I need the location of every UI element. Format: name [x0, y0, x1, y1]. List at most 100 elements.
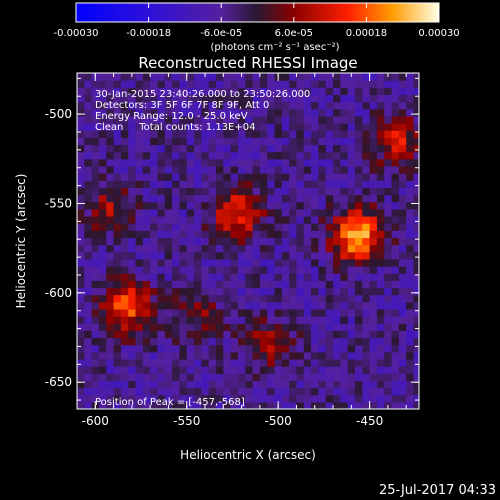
- heatmap-cell: [172, 358, 181, 367]
- heatmap-cell: [194, 80, 202, 88]
- heatmap-cell: [267, 287, 276, 296]
- heatmap-cell: [252, 144, 261, 153]
- heatmap-cell: [413, 201, 419, 210]
- heatmap-cell: [120, 308, 129, 317]
- heatmap-cell: [325, 123, 334, 131]
- heatmap-cell: [252, 287, 261, 296]
- heatmap-cell: [369, 366, 378, 374]
- heatmap-cell: [128, 158, 137, 167]
- heatmap-cell: [384, 394, 393, 403]
- heatmap-cell: [150, 151, 159, 160]
- heatmap-cell: [289, 358, 298, 367]
- heatmap-cell: [413, 230, 419, 239]
- heatmap-cell: [347, 308, 356, 317]
- heatmap-cell: [194, 323, 202, 331]
- heatmap-cell: [194, 73, 202, 81]
- heatmap-cell: [296, 323, 305, 331]
- heatmap-cell: [340, 180, 349, 188]
- heatmap-cell: [333, 144, 341, 153]
- heatmap-cell: [113, 158, 122, 167]
- heatmap-cell: [230, 280, 239, 289]
- heatmap-cell: [150, 165, 159, 174]
- heatmap-cell: [340, 273, 349, 281]
- y-tick-label: -550: [45, 196, 72, 210]
- heatmap-cell: [164, 80, 173, 88]
- heatmap-cell: [391, 158, 400, 167]
- heatmap-cell: [194, 366, 202, 374]
- heatmap-cell: [384, 373, 393, 382]
- heatmap-cell: [186, 344, 195, 353]
- heatmap-cell: [208, 151, 217, 160]
- heatmap-cell: [150, 108, 159, 117]
- heatmap-cell: [391, 73, 400, 81]
- heatmap-cell: [245, 251, 254, 260]
- heatmap-cell: [172, 401, 181, 409]
- heatmap-cell: [274, 337, 283, 346]
- colorbar-tick-label: -0.00030: [54, 28, 99, 39]
- heatmap-cell: [369, 344, 378, 353]
- heatmap-cell: [303, 258, 312, 267]
- heatmap-cell: [77, 337, 85, 346]
- heatmap-cell: [259, 215, 268, 224]
- heatmap-cell: [237, 94, 246, 103]
- heatmap-cell: [406, 87, 415, 96]
- heatmap-cell: [354, 144, 363, 153]
- heatmap-cell: [201, 394, 210, 403]
- heatmap-cell: [106, 123, 115, 131]
- heatmap-cell: [274, 266, 283, 274]
- heatmap-cell: [362, 201, 371, 210]
- heatmap-cell: [230, 401, 239, 409]
- heatmap-cell: [128, 358, 137, 367]
- heatmap-cell: [172, 73, 181, 81]
- heatmap-cell: [245, 308, 254, 317]
- heatmap-cell: [215, 373, 224, 382]
- heatmap-cell: [398, 266, 407, 274]
- heatmap-cell: [274, 237, 283, 246]
- heatmap-cell: [354, 101, 363, 110]
- heatmap-cell: [98, 251, 107, 260]
- heatmap-cell: [347, 380, 356, 389]
- heatmap-cell: [98, 94, 107, 103]
- heatmap-cell: [333, 316, 341, 324]
- heatmap-cell: [369, 337, 378, 346]
- heatmap-cell: [303, 73, 312, 81]
- heatmap-cell: [296, 80, 305, 88]
- plot-frame: [76, 72, 420, 410]
- heatmap-cell: [120, 123, 129, 131]
- heatmap-cell: [362, 80, 371, 88]
- heatmap-cell: [77, 115, 85, 124]
- heatmap-cell: [296, 258, 305, 267]
- heatmap-cell: [201, 266, 210, 274]
- heatmap-cell: [120, 258, 129, 267]
- heatmap-cell: [311, 380, 320, 389]
- heatmap-cell: [84, 401, 93, 409]
- heatmap-cell: [413, 287, 419, 296]
- heatmap-cell: [325, 344, 334, 353]
- heatmap-cell: [128, 180, 137, 188]
- heatmap-cell: [376, 251, 385, 260]
- heatmap-cell: [120, 187, 129, 196]
- heatmap-cell: [376, 344, 385, 353]
- heatmap-cell: [362, 358, 371, 367]
- heatmap-cell: [252, 373, 261, 382]
- heatmap-cell: [274, 208, 283, 217]
- heatmap-cell: [362, 351, 371, 360]
- heatmap-cell: [164, 301, 173, 310]
- heatmap-cell: [113, 144, 122, 153]
- heatmap-cell: [398, 330, 407, 339]
- heatmap-cell: [223, 266, 232, 274]
- heatmap-cell: [318, 223, 327, 231]
- heatmap-cell: [347, 258, 356, 267]
- heatmap-cell: [354, 80, 363, 88]
- heatmap-cell: [142, 115, 151, 124]
- heatmap-cell: [157, 316, 166, 324]
- heatmap-cell: [201, 280, 210, 289]
- heatmap-cell: [113, 151, 122, 160]
- heatmap-cell: [237, 258, 246, 267]
- heatmap-cell: [157, 280, 166, 289]
- heatmap-cell: [318, 137, 327, 146]
- heatmap-cell: [259, 130, 268, 138]
- heatmap-cell: [413, 130, 419, 138]
- heatmap-cell: [91, 173, 100, 181]
- heatmap-cell: [106, 266, 115, 274]
